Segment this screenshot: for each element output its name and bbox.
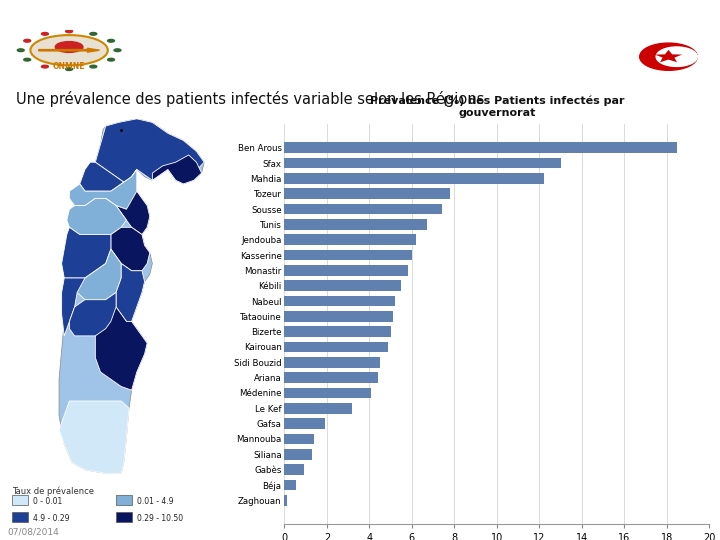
- Polygon shape: [59, 119, 204, 474]
- Polygon shape: [62, 278, 85, 336]
- Title: Prévalence (%) des Patients infectés par
gouvernorat: Prévalence (%) des Patients infectés par…: [369, 96, 624, 118]
- Polygon shape: [69, 170, 142, 209]
- Text: Une prévalence des patients infectés variable selon les Régions: Une prévalence des patients infectés var…: [16, 91, 484, 106]
- Bar: [284, 372, 378, 383]
- Bar: [284, 204, 441, 214]
- Polygon shape: [80, 162, 137, 191]
- Bar: [284, 464, 304, 475]
- Bar: [284, 449, 312, 460]
- Text: Taux de prévalence: Taux de prévalence: [12, 486, 94, 496]
- Bar: [284, 280, 401, 291]
- Circle shape: [17, 49, 24, 51]
- Bar: [284, 311, 392, 322]
- Polygon shape: [75, 249, 121, 300]
- Bar: [116, 495, 132, 505]
- Circle shape: [639, 43, 698, 70]
- Bar: [284, 480, 296, 490]
- Bar: [284, 295, 395, 306]
- Polygon shape: [95, 307, 147, 390]
- Bar: [284, 418, 325, 429]
- Polygon shape: [116, 191, 150, 234]
- Circle shape: [42, 32, 48, 35]
- Bar: [284, 219, 427, 230]
- Polygon shape: [654, 50, 683, 62]
- Polygon shape: [95, 119, 204, 184]
- Bar: [284, 342, 389, 353]
- Polygon shape: [69, 293, 116, 336]
- Bar: [284, 188, 450, 199]
- Polygon shape: [116, 264, 145, 321]
- Bar: [284, 403, 352, 414]
- Bar: [284, 143, 678, 153]
- Circle shape: [24, 39, 31, 42]
- Text: 0.01 - 4.9: 0.01 - 4.9: [137, 497, 174, 505]
- Bar: [284, 173, 544, 184]
- Text: 07/08/2014: 07/08/2014: [7, 528, 59, 536]
- Circle shape: [55, 42, 83, 52]
- Polygon shape: [111, 227, 150, 271]
- Bar: [284, 265, 408, 276]
- Circle shape: [66, 30, 73, 33]
- Circle shape: [66, 68, 73, 71]
- Text: ONMNE: ONMNE: [53, 62, 86, 71]
- Circle shape: [30, 35, 108, 65]
- Polygon shape: [59, 401, 129, 474]
- Polygon shape: [62, 227, 111, 278]
- Polygon shape: [67, 198, 127, 234]
- Bar: [116, 512, 132, 522]
- Circle shape: [114, 49, 121, 51]
- Circle shape: [656, 47, 698, 66]
- Circle shape: [42, 65, 48, 68]
- Bar: [284, 434, 314, 444]
- Bar: [284, 326, 391, 337]
- Bar: [284, 495, 287, 505]
- Bar: [12, 512, 28, 522]
- Polygon shape: [153, 155, 202, 184]
- Bar: [284, 158, 560, 168]
- Bar: [284, 249, 412, 260]
- Circle shape: [90, 32, 96, 35]
- Bar: [12, 495, 28, 505]
- Circle shape: [107, 58, 114, 61]
- Circle shape: [107, 39, 114, 42]
- Text: 0.29 - 10.50: 0.29 - 10.50: [137, 514, 183, 523]
- Bar: [284, 234, 416, 245]
- Bar: [284, 357, 380, 368]
- Circle shape: [632, 40, 705, 74]
- Text: 4.9 - 0.29: 4.9 - 0.29: [33, 514, 70, 523]
- Bar: [284, 388, 372, 399]
- Circle shape: [90, 65, 96, 68]
- Text: Enquête Nationale de Prévalence, NOSO-TUN 2012: Enquête Nationale de Prévalence, NOSO-TU…: [148, 49, 604, 65]
- Circle shape: [24, 58, 31, 61]
- Text: 0 - 0.01: 0 - 0.01: [33, 497, 63, 505]
